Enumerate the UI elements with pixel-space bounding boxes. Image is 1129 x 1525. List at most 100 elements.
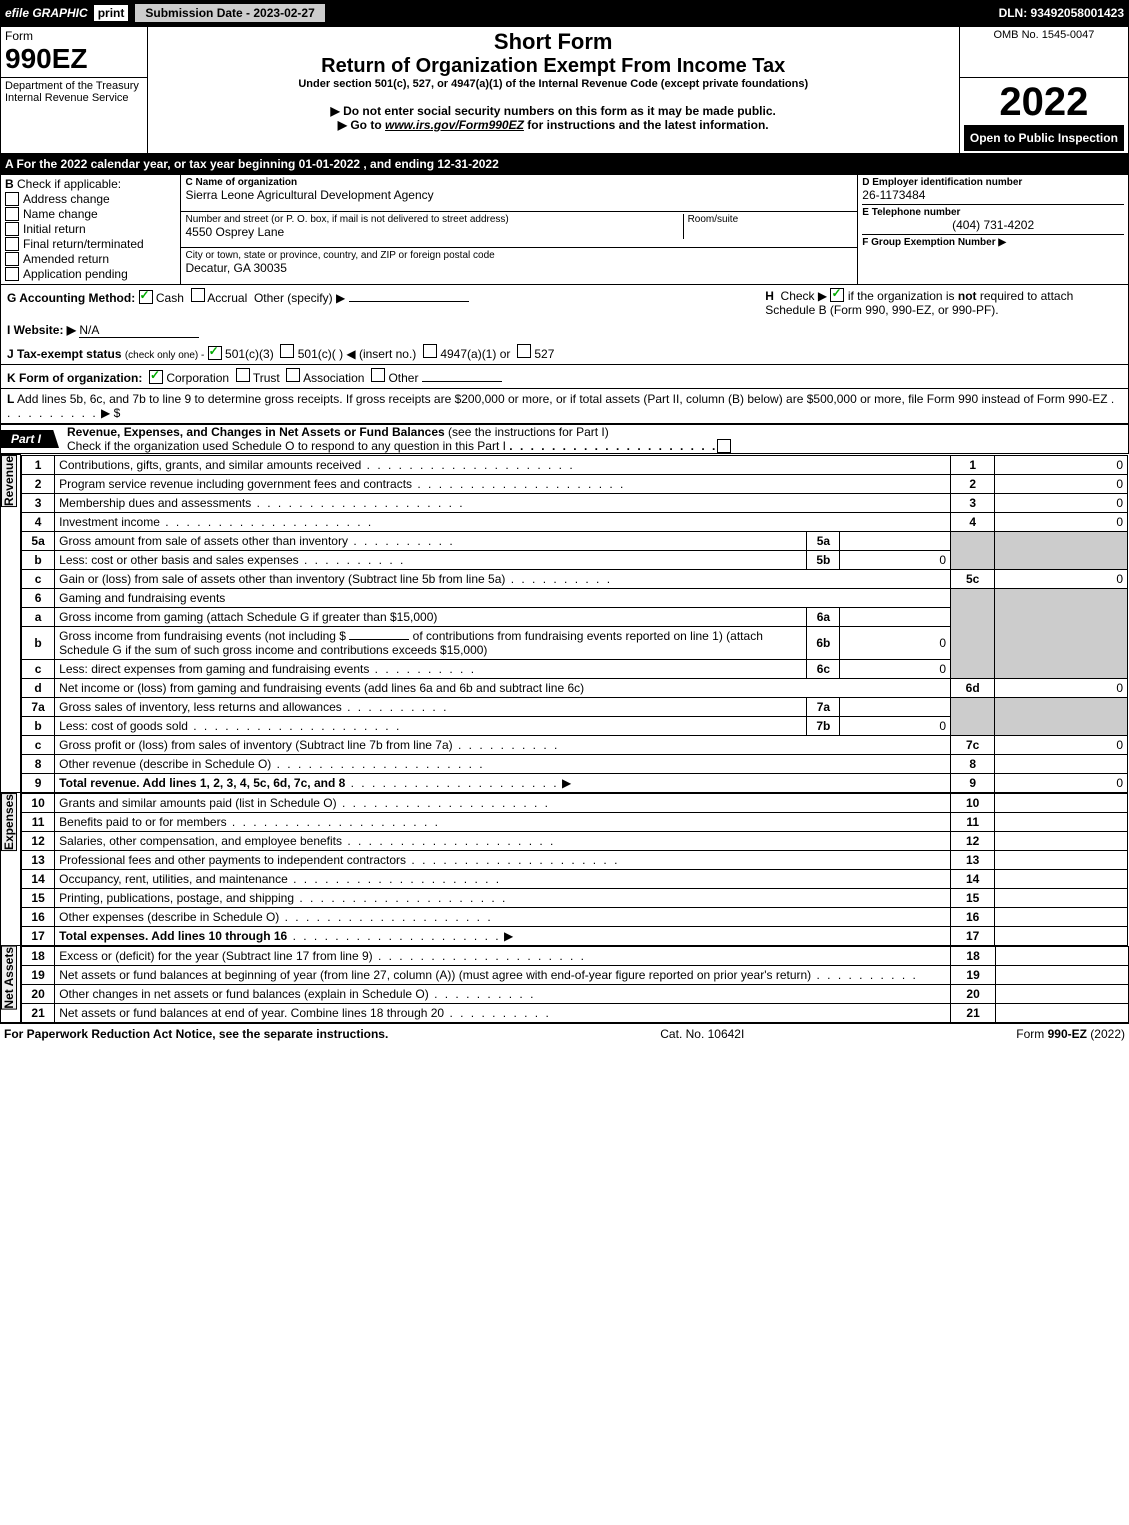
- subtitle: Under section 501(c), 527, or 4947(a)(1)…: [152, 78, 955, 90]
- b-check-label: Check if applicable:: [17, 177, 121, 191]
- h-check-text: Check ▶: [781, 289, 828, 303]
- line-17: 17Total expenses. Add lines 10 through 1…: [22, 926, 1128, 945]
- l-text: Add lines 5b, 6c, and 7b to line 9 to de…: [17, 392, 1108, 406]
- goto-post: for instructions and the latest informat…: [524, 118, 769, 132]
- cb-accrual[interactable]: [191, 288, 205, 302]
- cb-schedule-o[interactable]: [717, 439, 731, 453]
- b-label: B: [5, 177, 14, 191]
- cb-application-pending[interactable]: Application pending: [5, 267, 176, 281]
- j-tax-status-row: J Tax-exempt status (check only one) - 5…: [0, 341, 1129, 364]
- line-14: 14Occupancy, rent, utilities, and mainte…: [22, 869, 1128, 888]
- line-9: 9 Total revenue. Add lines 1, 2, 3, 4, 5…: [22, 773, 1128, 792]
- goto-line: ▶ Go to www.irs.gov/Form990EZ for instru…: [152, 118, 955, 132]
- city-value: Decatur, GA 30035: [185, 261, 853, 275]
- d-ein-label: D Employer identification number: [862, 177, 1124, 188]
- cb-name-change[interactable]: Name change: [5, 207, 176, 221]
- footer-right: Form 990-EZ (2022): [1016, 1027, 1125, 1041]
- cb-final-return[interactable]: Final return/terminated: [5, 237, 176, 251]
- l-gross-receipts-row: L Add lines 5b, 6c, and 7b to line 9 to …: [0, 389, 1129, 424]
- bcd-block: B Check if applicable: Address change Na…: [0, 174, 1129, 285]
- cb-label: Final return/terminated: [23, 237, 144, 251]
- line-7c: c Gross profit or (loss) from sales of i…: [22, 735, 1128, 754]
- cash-label: Cash: [156, 291, 184, 305]
- accrual-label: Accrual: [207, 291, 247, 305]
- cb-527[interactable]: [517, 344, 531, 358]
- part1-dots: [509, 439, 717, 453]
- k-label: K Form of organization:: [7, 371, 142, 385]
- footer-cat: Cat. No. 10642I: [660, 1027, 744, 1041]
- cb-cash[interactable]: [139, 290, 153, 304]
- line-10: 10Grants and similar amounts paid (list …: [22, 793, 1128, 812]
- 6b-amount-input[interactable]: [349, 639, 409, 640]
- section-a-period: A For the 2022 calendar year, or tax yea…: [0, 154, 1129, 174]
- line-15: 15Printing, publications, postage, and s…: [22, 888, 1128, 907]
- i-website-row: I Website: ▶ N/A: [0, 320, 1129, 341]
- opt-association: Association: [303, 371, 364, 385]
- cb-association[interactable]: [286, 368, 300, 382]
- line-ref: 1: [951, 455, 995, 474]
- side-expenses: Expenses: [1, 793, 17, 851]
- l-arrow: ▶ $: [101, 406, 120, 420]
- open-to-public: Open to Public Inspection: [964, 125, 1124, 151]
- cb-corporation[interactable]: [149, 370, 163, 384]
- line-11: 11Benefits paid to or for members11: [22, 812, 1128, 831]
- cb-initial-return[interactable]: Initial return: [5, 222, 176, 236]
- tax-year: 2022: [964, 80, 1124, 125]
- line-6d: d Net income or (loss) from gaming and f…: [22, 678, 1128, 697]
- cb-schedule-b[interactable]: [830, 288, 844, 302]
- cb-other-org[interactable]: [371, 368, 385, 382]
- i-label: I Website: ▶: [7, 323, 76, 337]
- print-button[interactable]: print: [94, 5, 129, 21]
- title-return: Return of Organization Exempt From Incom…: [152, 55, 955, 78]
- omb-number: OMB No. 1545-0047: [959, 27, 1128, 78]
- footer-left: For Paperwork Reduction Act Notice, see …: [4, 1027, 388, 1041]
- cb-label: Name change: [23, 207, 98, 221]
- other-org-input[interactable]: [422, 381, 502, 382]
- cb-amended-return[interactable]: Amended return: [5, 252, 176, 266]
- other-specify-input[interactable]: [349, 301, 469, 302]
- opt-501c3: 501(c)(3): [225, 347, 274, 361]
- form-label: Form: [5, 29, 143, 43]
- cb-trust[interactable]: [236, 368, 250, 382]
- line-16: 16Other expenses (describe in Schedule O…: [22, 907, 1128, 926]
- other-label: Other (specify) ▶: [254, 291, 345, 305]
- k-form-org-row: K Form of organization: Corporation Trus…: [0, 364, 1129, 389]
- opt-4947: 4947(a)(1) or: [440, 347, 510, 361]
- g-h-row: G Accounting Method: Cash Accrual Other …: [0, 285, 1129, 320]
- line-12: 12Salaries, other compensation, and empl…: [22, 831, 1128, 850]
- line-19: 19Net assets or fund balances at beginni…: [22, 965, 1129, 984]
- title-short-form: Short Form: [152, 29, 955, 55]
- line-amt: 0: [995, 455, 1128, 474]
- opt-corporation: Corporation: [166, 371, 229, 385]
- goto-pre: ▶ Go to: [338, 118, 385, 132]
- cb-label: Application pending: [23, 267, 128, 281]
- part1-title: Revenue, Expenses, and Changes in Net As…: [59, 425, 731, 453]
- irs-link[interactable]: www.irs.gov/Form990EZ: [385, 118, 524, 132]
- f-group-label: F Group Exemption Number ▶: [862, 234, 1124, 248]
- part1-header: Part I Revenue, Expenses, and Changes in…: [0, 424, 1129, 454]
- cb-501c3[interactable]: [208, 346, 222, 360]
- h-label: H: [765, 289, 774, 303]
- opt-other: Other: [388, 371, 418, 385]
- line-7a: 7a Gross sales of inventory, less return…: [22, 697, 1128, 716]
- street-value: 4550 Osprey Lane: [185, 225, 682, 239]
- line-2: 2 Program service revenue including gove…: [22, 474, 1128, 493]
- j-label: J Tax-exempt status: [7, 347, 122, 361]
- street-label: Number and street (or P. O. box, if mail…: [185, 214, 682, 225]
- ssn-warning: ▶ Do not enter social security numbers o…: [152, 104, 955, 118]
- j-small: (check only one) -: [125, 350, 204, 361]
- ein-value: 26-1173484: [862, 188, 1124, 202]
- line-21: 21Net assets or fund balances at end of …: [22, 1003, 1129, 1022]
- line-6: 6 Gaming and fundraising events: [22, 588, 1128, 607]
- cb-label: Address change: [23, 192, 110, 206]
- cb-address-change[interactable]: Address change: [5, 192, 176, 206]
- line-18: 18Excess or (deficit) for the year (Subt…: [22, 946, 1129, 965]
- cb-label: Initial return: [23, 222, 86, 236]
- g-label: G Accounting Method:: [7, 291, 135, 305]
- part1-inst: (see the instructions for Part I): [448, 425, 609, 439]
- line-num: 1: [22, 455, 55, 474]
- cb-4947[interactable]: [423, 344, 437, 358]
- room-label: Room/suite: [688, 214, 854, 225]
- part1-check-line: Check if the organization used Schedule …: [67, 439, 506, 453]
- cb-501c[interactable]: [280, 344, 294, 358]
